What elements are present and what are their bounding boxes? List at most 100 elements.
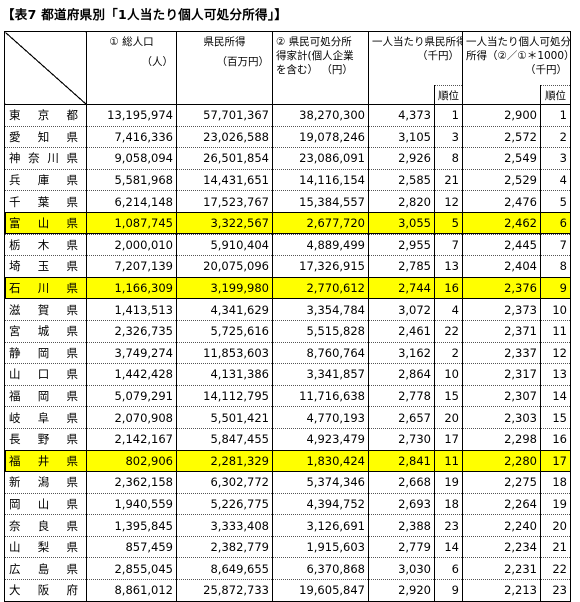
per-capita-disposable-value: 2,462 — [462, 211, 541, 235]
per-capita-disposable-rank: 5 — [540, 190, 571, 213]
disposable-income-value: 23,086,091 — [272, 147, 369, 170]
prefectural-income-value: 14,431,651 — [176, 168, 273, 192]
per-capita-disposable-rank: 10 — [540, 298, 571, 321]
per-capita-income-value: 2,744 — [368, 276, 435, 300]
per-capita-disposable-value: 2,213 — [462, 579, 541, 602]
header-income: 県民所得 （百万円） — [176, 31, 273, 105]
per-capita-disposable-value: 2,529 — [462, 168, 541, 192]
per-capita-income-value: 2,585 — [368, 168, 435, 192]
prefecture-name: 埼玉県 — [4, 255, 87, 278]
header-per-capita-income-label: 一人当たり県民所得 — [372, 36, 463, 48]
prefecture-name: 東京都 — [4, 104, 87, 127]
table-row: 兵庫県 5,581,968 14,431,651 14,116,154 2,585 21 2… — [4, 168, 571, 192]
per-capita-income-value: 2,820 — [368, 190, 435, 213]
table-row-highlighted: 福井県 802,906 2,281,329 1,830,424 2,841 11 2,280… — [4, 449, 571, 473]
prefectural-income-value: 23,026,588 — [176, 125, 273, 149]
disposable-income-value: 4,923,479 — [272, 427, 369, 451]
header-disposable-line3: を含む） （円） — [276, 64, 353, 76]
per-capita-disposable-value: 2,404 — [462, 255, 541, 278]
per-capita-income-value: 2,657 — [368, 406, 435, 429]
per-capita-income-value: 2,693 — [368, 492, 435, 516]
per-capita-disposable-value: 2,376 — [462, 276, 541, 300]
header-rank-disposable: 順位 — [540, 85, 571, 105]
prefecture-name: 長野県 — [4, 427, 87, 451]
per-capita-disposable-rank: 1 — [540, 104, 571, 127]
prefecture-name: 福岡県 — [4, 384, 87, 408]
prefecture-name: 福井県 — [4, 449, 87, 473]
header-population-unit: （人） — [141, 56, 174, 68]
header-disposable: ② 県民可処分所 得家計(個人企業 を含む） （円） — [272, 31, 369, 105]
header-per-capita-disposable-line1: 一人当たり個人可処分 — [466, 36, 571, 48]
per-capita-income-rank: 11 — [434, 449, 463, 473]
table-row-highlighted: 石川県 1,166,309 3,199,980 2,770,612 2,744 16 2,3… — [4, 276, 571, 300]
disposable-income-value: 1,915,603 — [272, 535, 369, 559]
disposable-income-value: 38,270,300 — [272, 104, 369, 127]
prefectural-income-value: 20,075,096 — [176, 255, 273, 278]
disposable-income-value: 19,605,847 — [272, 579, 369, 602]
population-value: 13,195,974 — [86, 104, 177, 127]
table-row: 静岡県 3,749,274 11,853,603 8,760,764 3,162 2 2,3… — [4, 341, 571, 365]
prefectural-income-value: 11,853,603 — [176, 341, 273, 365]
table-row: 福岡県 5,079,291 14,112,795 11,716,638 2,778 15 2… — [4, 384, 571, 408]
per-capita-income-value: 3,072 — [368, 298, 435, 321]
per-capita-disposable-rank: 4 — [540, 168, 571, 192]
disposable-income-value: 8,760,764 — [272, 341, 369, 365]
table-row: 山口県 1,442,428 4,131,386 3,341,857 2,864 10 2,3… — [4, 363, 571, 386]
per-capita-disposable-rank: 14 — [540, 384, 571, 408]
population-value: 1,166,309 — [86, 276, 177, 300]
header-population: ① 総人口 （人） — [86, 31, 177, 105]
per-capita-disposable-value: 2,476 — [462, 190, 541, 213]
per-capita-income-value: 2,730 — [368, 427, 435, 451]
population-value: 7,416,336 — [86, 125, 177, 149]
table-row: 滋賀県 1,413,513 4,341,629 3,354,784 3,072 4 2,37… — [4, 298, 571, 321]
disposable-income-value: 2,770,612 — [272, 276, 369, 300]
table-row: 岡山県 1,940,559 5,226,775 4,394,752 2,693 18 2,2… — [4, 492, 571, 516]
per-capita-disposable-rank: 17 — [540, 449, 571, 473]
population-value: 3,749,274 — [86, 341, 177, 365]
per-capita-income-rank: 3 — [434, 125, 463, 149]
per-capita-disposable-rank: 19 — [540, 492, 571, 516]
per-capita-disposable-rank: 12 — [540, 341, 571, 365]
per-capita-disposable-value: 2,317 — [462, 363, 541, 386]
header-per-capita-disposable-unit: （千円） — [525, 64, 567, 76]
per-capita-disposable-value: 2,337 — [462, 341, 541, 365]
disposable-income-value: 3,354,784 — [272, 298, 369, 321]
population-value: 1,940,559 — [86, 492, 177, 516]
per-capita-disposable-value: 2,275 — [462, 471, 541, 494]
table-row: 東京都 13,195,974 57,701,367 38,270,300 4,373 1 2… — [4, 104, 571, 127]
population-value: 1,395,845 — [86, 514, 177, 537]
per-capita-income-rank: 10 — [434, 363, 463, 386]
prefectural-income-value: 17,523,767 — [176, 190, 273, 213]
prefectural-income-value: 5,847,455 — [176, 427, 273, 451]
population-value: 6,214,148 — [86, 190, 177, 213]
per-capita-income-rank: 19 — [434, 471, 463, 494]
prefecture-name: 千葉県 — [4, 190, 87, 213]
header-income-label: 県民所得 — [203, 36, 246, 48]
header-disposable-line1: ② 県民可処分所 — [276, 36, 352, 48]
prefecture-name: 滋賀県 — [4, 298, 87, 321]
per-capita-income-value: 3,162 — [368, 341, 435, 365]
per-capita-disposable-rank: 11 — [540, 319, 571, 343]
per-capita-income-value: 3,055 — [368, 211, 435, 235]
per-capita-disposable-value: 2,280 — [462, 449, 541, 473]
per-capita-income-rank: 8 — [434, 147, 463, 170]
disposable-income-value: 15,384,557 — [272, 190, 369, 213]
table-row: 広島県 2,855,045 8,649,655 6,370,868 3,030 6 2,23… — [4, 557, 571, 581]
prefecture-name: 宮城県 — [4, 319, 87, 343]
prefectural-income-value: 5,910,404 — [176, 233, 273, 257]
header-income-unit: （百万円） — [216, 56, 270, 68]
per-capita-income-value: 2,778 — [368, 384, 435, 408]
per-capita-income-value: 3,030 — [368, 557, 435, 581]
table-row: 大阪府 8,861,012 25,872,733 19,605,847 2,920 9 2,… — [4, 579, 571, 602]
per-capita-income-rank: 21 — [434, 168, 463, 192]
per-capita-income-value: 2,955 — [368, 233, 435, 257]
prefectural-income-value: 57,701,367 — [176, 104, 273, 127]
per-capita-income-rank: 7 — [434, 233, 463, 257]
population-value: 2,000,010 — [86, 233, 177, 257]
prefectural-income-value: 26,501,854 — [176, 147, 273, 170]
per-capita-disposable-value: 2,264 — [462, 492, 541, 516]
prefectural-income-value: 8,649,655 — [176, 557, 273, 581]
per-capita-disposable-rank: 15 — [540, 406, 571, 429]
prefecture-name: 愛知県 — [4, 125, 87, 149]
disposable-income-value: 5,515,828 — [272, 319, 369, 343]
